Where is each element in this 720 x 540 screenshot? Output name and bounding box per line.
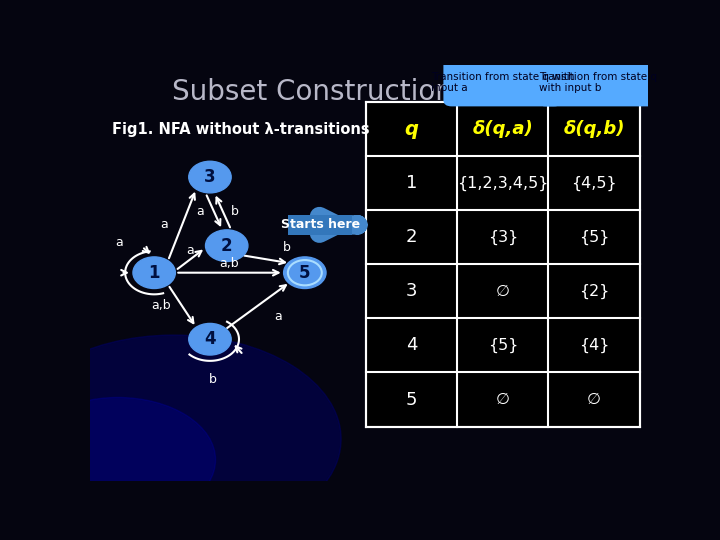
FancyBboxPatch shape <box>537 58 660 106</box>
Text: 4: 4 <box>406 336 418 354</box>
Text: ∅: ∅ <box>496 284 510 299</box>
Text: 1: 1 <box>406 174 418 192</box>
Text: ∅: ∅ <box>496 392 510 407</box>
Text: b: b <box>231 205 239 218</box>
Text: 4: 4 <box>204 330 216 348</box>
Text: δ(q,b): δ(q,b) <box>563 120 625 138</box>
Text: {4}: {4} <box>579 338 609 353</box>
Text: a,b: a,b <box>151 300 171 313</box>
Circle shape <box>189 323 231 355</box>
Ellipse shape <box>6 335 341 540</box>
Text: {4,5}: {4,5} <box>571 176 617 191</box>
Circle shape <box>284 257 326 288</box>
Text: Transition from state q
with input b: Transition from state q with input b <box>539 72 657 93</box>
Circle shape <box>205 230 248 261</box>
Circle shape <box>133 257 176 288</box>
Text: a,b: a,b <box>220 257 239 270</box>
Text: Transition from state q with
input a: Transition from state q with input a <box>431 72 575 93</box>
Text: δ(q,a): δ(q,a) <box>472 120 534 138</box>
Text: 3: 3 <box>204 168 216 186</box>
Text: q: q <box>405 120 419 139</box>
Circle shape <box>189 161 231 193</box>
Text: a: a <box>160 218 168 231</box>
Text: {2}: {2} <box>579 284 609 299</box>
FancyBboxPatch shape <box>288 215 352 235</box>
Text: a: a <box>186 244 194 256</box>
Ellipse shape <box>20 397 215 522</box>
Text: a: a <box>197 205 204 218</box>
Text: {5}: {5} <box>579 230 609 245</box>
Text: 5: 5 <box>406 390 418 409</box>
Text: Fig1. NFA without λ-transitions: Fig1. NFA without λ-transitions <box>112 122 370 137</box>
Text: 2: 2 <box>221 237 233 255</box>
Text: a: a <box>275 310 282 323</box>
Text: b: b <box>283 241 291 254</box>
Text: {5}: {5} <box>487 338 518 353</box>
Text: 3: 3 <box>406 282 418 300</box>
Text: Subset Construction Method: Subset Construction Method <box>172 78 566 106</box>
FancyBboxPatch shape <box>366 102 639 427</box>
FancyBboxPatch shape <box>444 58 562 106</box>
Text: b: b <box>209 374 217 387</box>
Text: ∅: ∅ <box>587 392 601 407</box>
Text: {3}: {3} <box>487 230 518 245</box>
Text: {1,2,3,4,5}: {1,2,3,4,5} <box>457 176 549 191</box>
Text: 5: 5 <box>299 264 310 282</box>
Text: 1: 1 <box>148 264 160 282</box>
Text: Starts here: Starts here <box>281 218 360 231</box>
Text: 2: 2 <box>406 228 418 246</box>
Text: a: a <box>115 237 123 249</box>
